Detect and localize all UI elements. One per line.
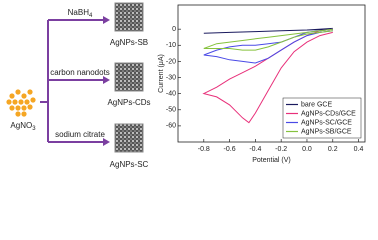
cv-curve [203,28,333,64]
product-label: AgNPs-SC [110,160,149,169]
legend-label: AgNPs-SB/GCE [301,128,352,135]
x-tick-label: 0.4 [354,146,364,153]
y-axis-label: Current (μA) [158,54,165,93]
reagent-text: sodium citrate [55,130,105,139]
x-tick-label: 0.0 [302,146,312,153]
y-tick-label: -40 [166,90,176,97]
x-tick-label: -0.4 [249,146,261,153]
y-tick-label: -10 [166,42,176,49]
source-label: AgNO3 [10,121,36,131]
y-tick-label: -20 [166,58,176,65]
x-tick-label: -0.8 [198,146,210,153]
y-tick-label: 0 [172,26,176,33]
x-tick-label: 0.2 [328,146,338,153]
legend-label: AgNPs-CDs/GCE [301,110,356,117]
silver-dots [6,89,36,117]
y-tick-label: -60 [166,123,176,130]
plot-frame [177,4,366,143]
reagent-text: NaBH [68,8,90,17]
scheme-arrows [40,16,110,146]
y-tick-label: -50 [166,107,176,114]
figure: AgNO3 NaBH4 AgNPs-SB carbon nanodots AgNPs-… [6,2,366,169]
reagent-sub: 4 [89,13,93,19]
reagent-label: carbon nanodots [50,68,110,77]
legend-label: bare GCE [301,101,332,108]
x-tick-label: -0.6 [224,146,236,153]
sem-images [114,2,144,153]
reagent-label: sodium citrate [55,130,105,139]
page: AgNO3 NaBH4 AgNPs-SB carbon nanodots AgNPs-… [6,2,366,170]
cv-curve [203,27,333,34]
cv-curve [203,28,333,51]
legend-label: AgNPs-SC/GCE [301,119,352,126]
reagent-text: carbon nanodots [50,68,110,77]
y-tick-label: -30 [166,74,176,81]
reagent-label: NaBH4 [68,8,93,18]
x-tick-label: -0.2 [275,146,287,153]
x-axis-label: Potential (V) [252,157,291,164]
product-label: AgNPs-SB [110,38,148,47]
product-label: AgNPs-CDs [107,98,150,107]
